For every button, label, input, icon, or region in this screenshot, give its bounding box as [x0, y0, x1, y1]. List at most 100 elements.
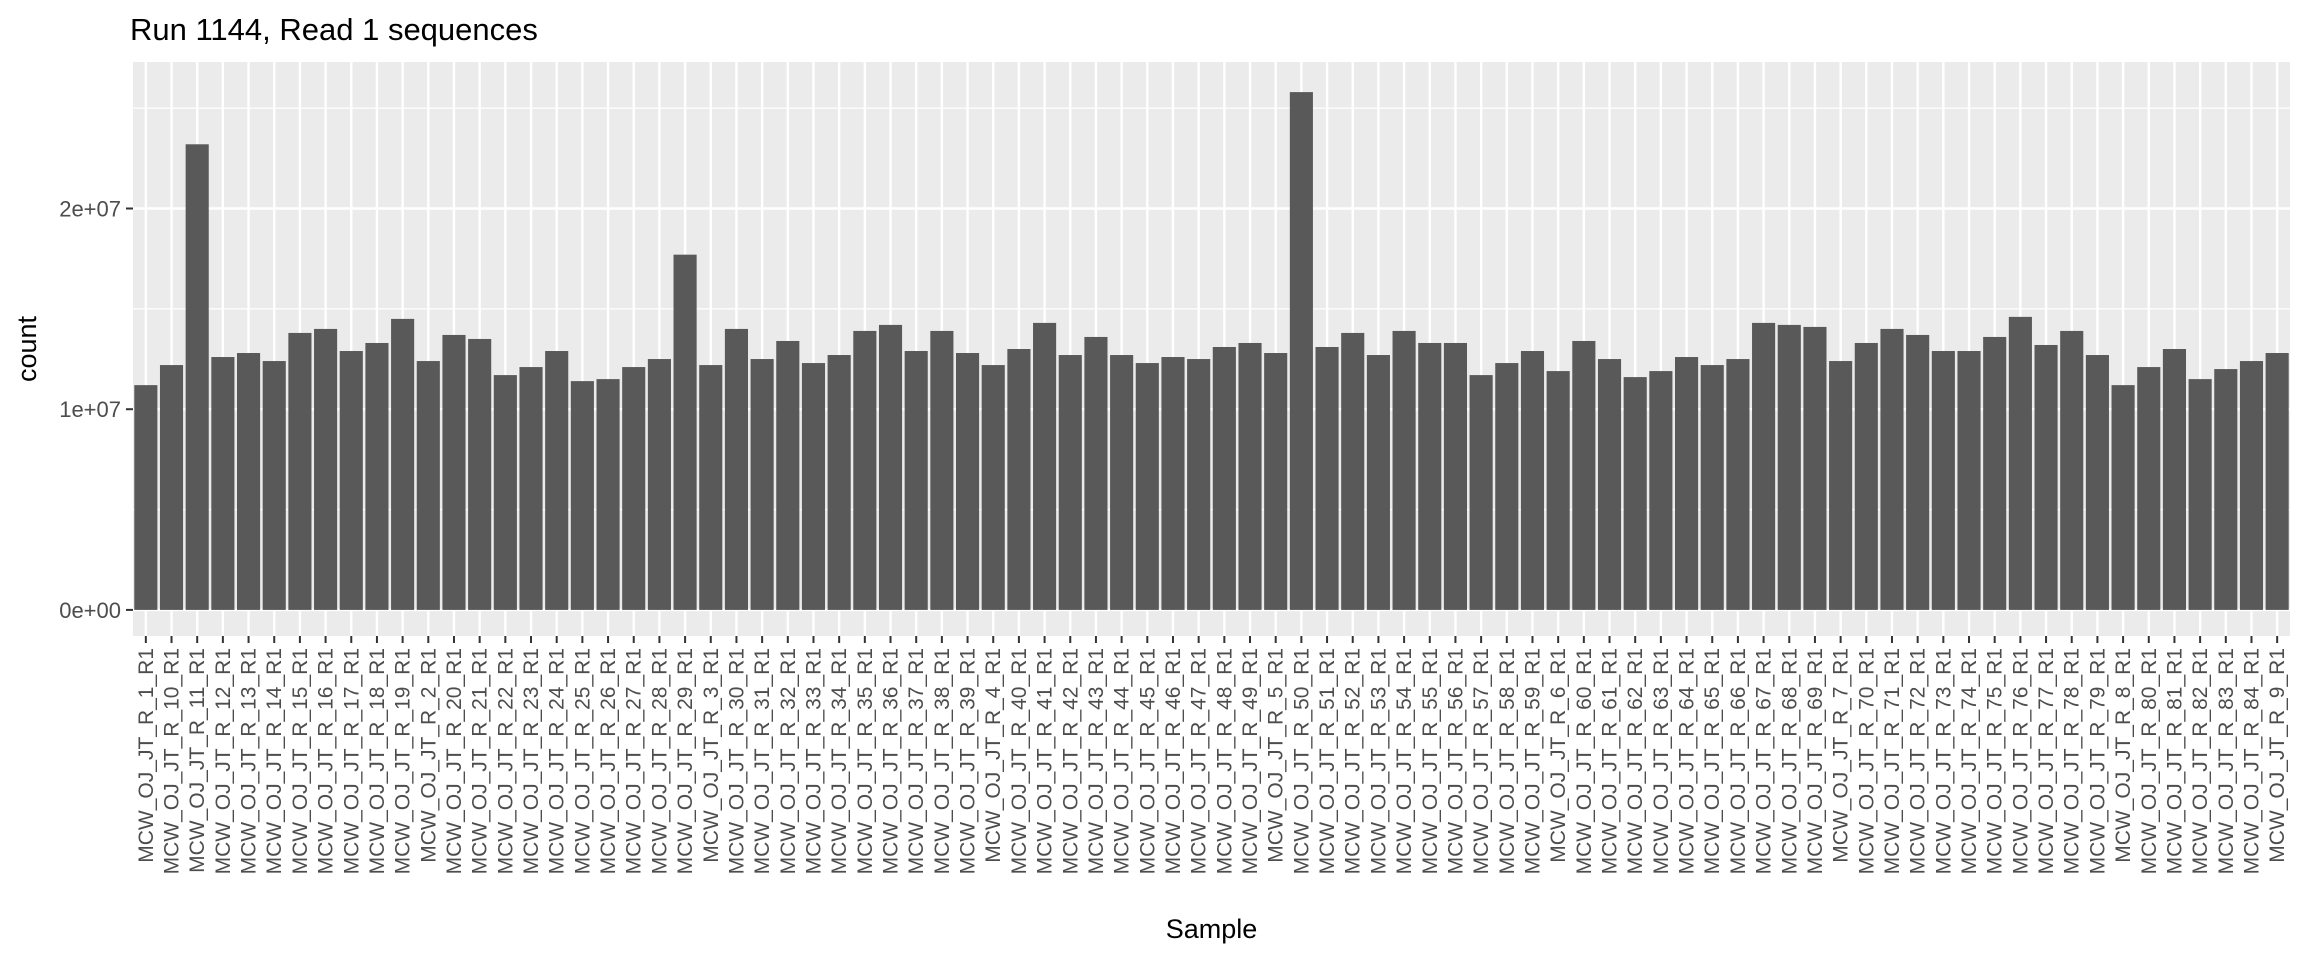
- x-tick-label: MCW_OJ_JT_R_59_R1: [1521, 648, 1544, 874]
- x-tick-label: MCW_OJ_JT_R_33_R1: [802, 648, 825, 874]
- x-tick-label: MCW_OJ_JT_R_29_R1: [674, 648, 697, 874]
- x-tick-label: MCW_OJ_JT_R_32_R1: [777, 648, 800, 874]
- bar: [1777, 324, 1801, 610]
- x-tick-label: MCW_OJ_JT_R_16_R1: [315, 648, 338, 874]
- x-tick-label: MCW_OJ_JT_R_36_R1: [880, 648, 903, 874]
- x-tick-label: MCW_OJ_JT_R_28_R1: [648, 648, 671, 874]
- bar: [134, 385, 158, 610]
- x-tick-label: MCW_OJ_JT_R_52_R1: [1342, 648, 1365, 874]
- bar: [365, 342, 389, 610]
- x-tick-label: MCW_OJ_JT_R_19_R1: [392, 648, 415, 874]
- x-tick-label: MCW_OJ_JT_R_10_R1: [161, 648, 184, 874]
- bar: [1315, 346, 1339, 610]
- bar: [904, 351, 928, 610]
- x-tick-label: MCW_OJ_JT_R_44_R1: [1111, 648, 1134, 874]
- bar: [1520, 351, 1545, 610]
- x-tick-label: MCW_OJ_JT_R_37_R1: [905, 648, 928, 874]
- x-tick-label: MCW_OJ_JT_R_43_R1: [1085, 648, 1108, 874]
- bar: [545, 351, 569, 610]
- bar: [493, 375, 517, 610]
- bar: [1803, 326, 1827, 610]
- x-axis: MCW_OJ_JT_R_1_R1 MCW_OJ_JT_R_10_R1 MCW_OJ_…: [135, 636, 2289, 874]
- bar: [724, 328, 749, 610]
- x-tick-label: MCW_OJ_JT_R_23_R1: [520, 648, 543, 874]
- x-tick-label: MCW_OJ_JT_R_56_R1: [1444, 648, 1467, 874]
- x-tick-label: MCW_OJ_JT_R_77_R1: [2035, 648, 2058, 874]
- x-tick-label: MCW_OJ_JT_R_76_R1: [2009, 648, 2032, 874]
- x-tick-label: MCW_OJ_JT_R_46_R1: [1162, 648, 1185, 874]
- bar: [314, 328, 338, 610]
- bar: [1906, 334, 1930, 610]
- bar: [1058, 355, 1082, 610]
- bar: [1212, 346, 1236, 610]
- x-tick-label: MCW_OJ_JT_R_27_R1: [623, 648, 646, 874]
- x-tick-label: MCW_OJ_JT_R_73_R1: [1932, 648, 1955, 874]
- bar: [1649, 371, 1673, 610]
- x-tick-label: MCW_OJ_JT_R_4_R1: [982, 648, 1005, 863]
- x-tick-label: MCW_OJ_JT_R_60_R1: [1573, 648, 1596, 874]
- x-tick-label: MCW_OJ_JT_R_71_R1: [1881, 648, 1904, 874]
- bar: [185, 144, 209, 610]
- x-tick-label: MCW_OJ_JT_R_31_R1: [751, 648, 774, 874]
- x-tick-label: MCW_OJ_JT_R_74_R1: [1958, 648, 1981, 874]
- bar: [1469, 375, 1493, 610]
- bar: [1007, 349, 1031, 610]
- bar: [1829, 361, 1853, 610]
- bar: [1880, 328, 1904, 610]
- bar: [853, 330, 877, 610]
- x-tick-label: MCW_OJ_JT_R_83_R1: [2215, 648, 2238, 874]
- bar: [930, 330, 954, 610]
- bar: [2239, 361, 2264, 610]
- bar: [391, 318, 415, 610]
- bar: [1443, 342, 1468, 610]
- bar: [1726, 359, 1750, 610]
- x-tick-label: MCW_OJ_JT_R_65_R1: [1701, 648, 1724, 874]
- bar: [2111, 385, 2135, 610]
- bar: [1392, 330, 1416, 610]
- bar: [211, 357, 235, 610]
- bar: [2085, 355, 2109, 610]
- x-tick-label: MCW_OJ_JT_R_47_R1: [1188, 648, 1211, 874]
- plot-panel: [133, 62, 2290, 636]
- x-tick-label: MCW_OJ_JT_R_66_R1: [1727, 648, 1750, 874]
- x-tick-label: MCW_OJ_JT_R_7_R1: [1830, 648, 1853, 863]
- bar: [2034, 344, 2058, 610]
- bar: [2060, 330, 2084, 610]
- x-tick-label: MCW_OJ_JT_R_45_R1: [1136, 648, 1159, 874]
- x-tick-label: MCW_OJ_JT_R_30_R1: [725, 648, 748, 874]
- bar: [570, 381, 594, 610]
- bar: [1572, 340, 1596, 610]
- bar: [1752, 322, 1776, 610]
- bar: [2162, 349, 2187, 610]
- y-tick-label: 2e+07: [59, 197, 121, 222]
- x-tick-label: MCW_OJ_JT_R_1_R1: [135, 648, 158, 863]
- x-tick-label: MCW_OJ_JT_R_17_R1: [340, 648, 363, 874]
- bar: [2008, 316, 2032, 610]
- bar: [1957, 351, 1981, 610]
- bar: [827, 355, 851, 610]
- x-tick-label: MCW_OJ_JT_R_35_R1: [854, 648, 877, 874]
- bar: [1700, 365, 1724, 610]
- y-axis-title: count: [12, 315, 42, 382]
- x-tick-label: MCW_OJ_JT_R_61_R1: [1599, 648, 1622, 874]
- x-tick-label: MCW_OJ_JT_R_48_R1: [1213, 648, 1236, 874]
- x-tick-label: MCW_OJ_JT_R_68_R1: [1778, 648, 1801, 874]
- bar: [1546, 371, 1570, 610]
- x-tick-label: MCW_OJ_JT_R_41_R1: [1034, 648, 1057, 874]
- bar: [981, 365, 1005, 610]
- x-tick-label: MCW_OJ_JT_R_8_R1: [2112, 648, 2135, 863]
- bar: [673, 254, 697, 610]
- bars: [134, 92, 2289, 610]
- x-tick-label: MCW_OJ_JT_R_12_R1: [212, 648, 235, 874]
- bar: [1341, 332, 1365, 610]
- bar: [288, 332, 312, 610]
- x-tick-label: MCW_OJ_JT_R_40_R1: [1008, 648, 1031, 874]
- x-tick-label: MCW_OJ_JT_R_25_R1: [571, 648, 594, 874]
- x-tick-label: MCW_OJ_JT_R_67_R1: [1753, 648, 1776, 874]
- bar: [1623, 377, 1647, 610]
- x-tick-label: MCW_OJ_JT_R_64_R1: [1676, 648, 1699, 874]
- bar: [339, 351, 363, 610]
- x-tick-label: MCW_OJ_JT_R_49_R1: [1239, 648, 1262, 874]
- bar: [1187, 359, 1211, 610]
- bar: [1238, 342, 1262, 610]
